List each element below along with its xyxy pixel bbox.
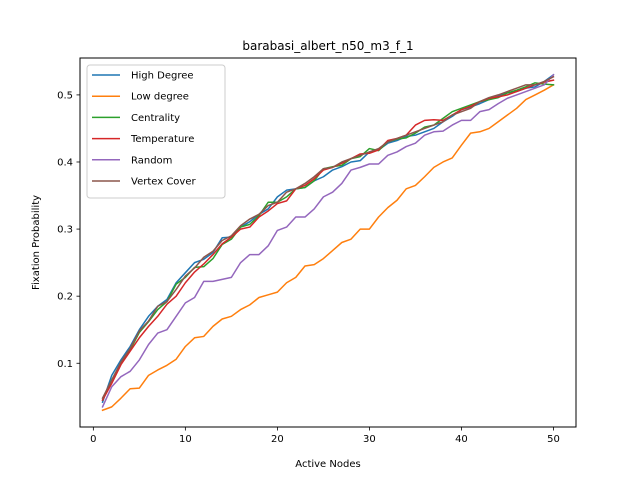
legend-label: Vertex Cover [131, 177, 196, 188]
y-axis-ticks: 0.1 0.2 0.3 0.4 0.5 [57, 90, 80, 370]
series-lines [101, 73, 555, 412]
legend-label: High Degree [131, 71, 194, 82]
series-line-low-degree [101, 83, 555, 412]
y-tick-label: 0.1 [57, 359, 73, 370]
y-tick-label: 0.4 [57, 157, 73, 168]
y-tick-label: 0.3 [57, 225, 73, 236]
x-tick-label: 20 [271, 434, 284, 445]
legend-label: Centrality [131, 113, 180, 124]
series-line-random [101, 73, 555, 408]
y-axis-label: Fixation Probability [31, 195, 42, 290]
series-line-high-degree [101, 73, 555, 404]
x-tick-label: 40 [455, 434, 468, 445]
plot-area-frame [79, 57, 577, 428]
legend-frame [86, 64, 226, 199]
x-tick-label: 50 [547, 434, 560, 445]
series-line-vertex-cover [101, 75, 555, 400]
x-tick-label: 10 [179, 434, 192, 445]
legend-label: Low degree [131, 92, 189, 103]
x-tick-label: 30 [363, 434, 376, 445]
y-tick-label: 0.5 [57, 90, 73, 101]
y-tick-label: 0.2 [57, 292, 73, 303]
legend-label: Random [131, 155, 172, 166]
legend-label: Temperature [130, 134, 194, 145]
x-axis-ticks: 0 10 20 30 40 50 [90, 427, 560, 445]
chart-title: barabasi_albert_n50_m3_f_1 [242, 39, 413, 53]
legend: High Degree Low degree Centrality Temperatu… [86, 64, 226, 199]
x-tick-label: 0 [90, 434, 96, 445]
x-axis-label: Active Nodes [295, 459, 360, 470]
